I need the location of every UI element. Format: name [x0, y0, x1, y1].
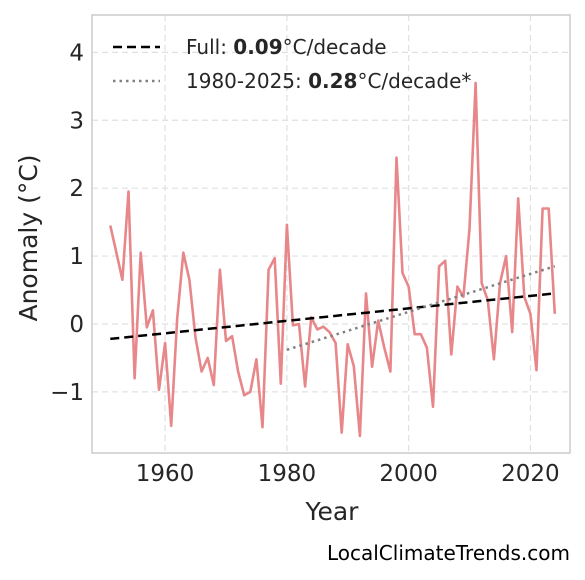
legend-full-suffix: °C/decade: [283, 35, 387, 59]
x-tick-label: 2000: [379, 461, 438, 487]
x-axis-label: Year: [305, 497, 360, 526]
y-tick-label: 3: [69, 108, 84, 134]
legend-label-full-trend: Full: 0.09°C/decade: [186, 35, 387, 59]
legend: Full: 0.09°C/decade 1980-2025: 0.28°C/de…: [113, 35, 471, 93]
y-tick-label: 1: [69, 244, 84, 270]
grid: [92, 15, 570, 453]
source-credit: LocalClimateTrends.com: [327, 541, 570, 565]
x-tick-label: 1980: [258, 461, 317, 487]
x-tick-labels: 1960 1980 2000 2020: [136, 461, 560, 487]
plot-frame: [91, 14, 571, 454]
y-tick-label: 2: [69, 176, 84, 202]
y-tick-label: 4: [69, 40, 84, 66]
y-axis-label: Anomaly (°C): [14, 154, 43, 321]
x-tick-label: 2020: [501, 461, 560, 487]
anomaly-series-line: [109, 81, 557, 438]
legend-label-recent-trend: 1980-2025: 0.28°C/decade*: [186, 69, 471, 93]
x-tick-label: 1960: [136, 461, 195, 487]
y-tick-label: 0: [69, 312, 84, 338]
y-tick-labels: 4 3 2 1 0 −1: [50, 40, 84, 406]
legend-recent-suffix: °C/decade*: [357, 69, 471, 93]
recent-trend-line: [286, 265, 556, 351]
legend-full-value: 0.09: [233, 35, 282, 59]
legend-recent-value: 0.28: [308, 69, 357, 93]
series-layer: [109, 81, 557, 438]
y-tick-label: −1: [50, 380, 84, 406]
legend-full-prefix: Full:: [186, 35, 233, 59]
full-trend-line: [110, 292, 555, 341]
legend-recent-prefix: 1980-2025:: [186, 69, 308, 93]
